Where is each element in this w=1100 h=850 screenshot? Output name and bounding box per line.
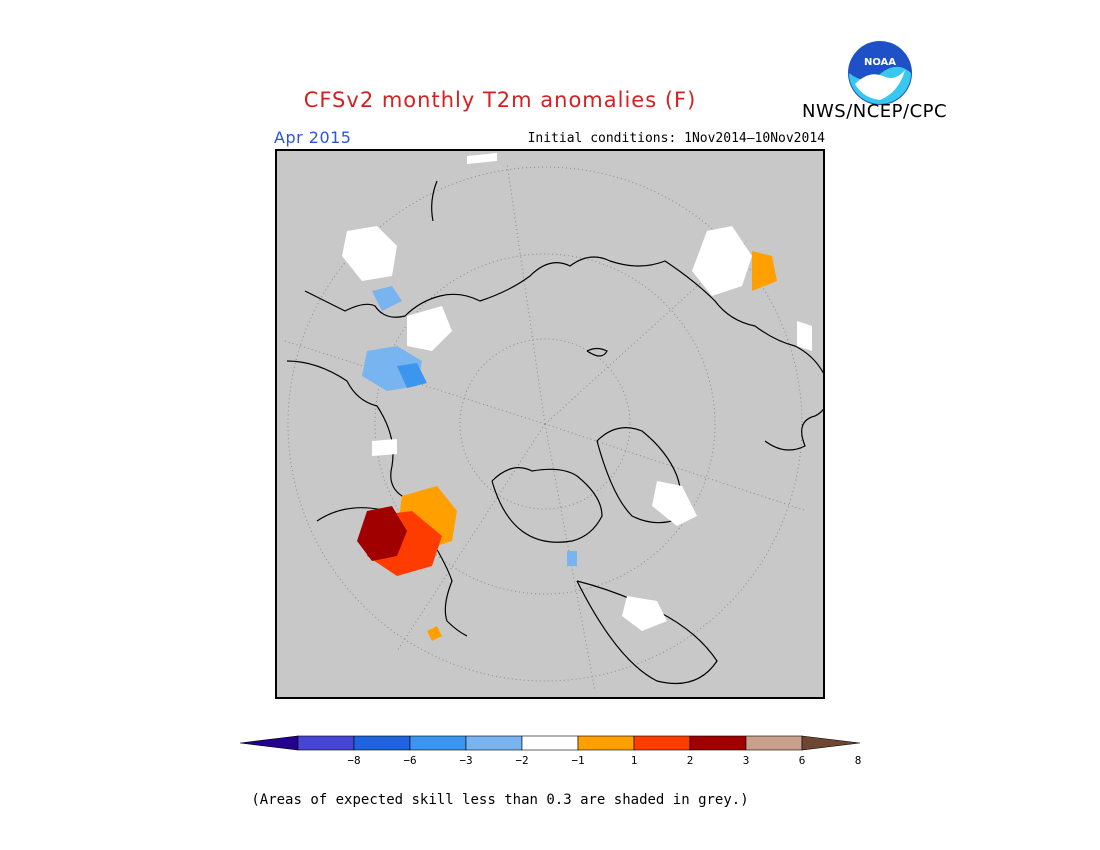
colorbar-segment (521, 735, 579, 751)
map-title: CFSv2 monthly T2m anomalies (F) (303, 88, 697, 112)
colorbar-segment (745, 735, 803, 751)
colorbar-tick-label: −8 (347, 754, 361, 767)
svg-text:NOAA: NOAA (864, 57, 896, 68)
colorbar-arrow-high (801, 735, 861, 751)
colorbar-tick-label: 8 (854, 754, 862, 767)
noaa-logo: NOAA (847, 40, 913, 106)
skill-note: (Areas of expected skill less than 0.3 a… (251, 792, 749, 808)
initial-conditions: Initial conditions: 1Nov2014–10Nov2014 (527, 131, 825, 146)
colorbar-segment (689, 735, 747, 751)
colorbar-tick-label: 6 (798, 754, 806, 767)
colorbar-segment (353, 735, 411, 751)
polar-map (275, 149, 825, 699)
colorbar-segment (633, 735, 691, 751)
forecast-month: Apr 2015 (274, 128, 352, 147)
colorbar-tick-label: −3 (459, 754, 473, 767)
colorbar-tick-label: −2 (515, 754, 529, 767)
colorbar-tick-label: 1 (630, 754, 638, 767)
anomaly-white (342, 153, 812, 631)
colorbar (239, 733, 861, 753)
anomaly-dark-red (357, 506, 407, 561)
colorbar-tick-label: 2 (686, 754, 694, 767)
colorbar-tick-label: 3 (742, 754, 750, 767)
organization-label: NWS/NCEP/CPC (802, 101, 948, 122)
anomaly-blue-strong (397, 363, 427, 388)
colorbar-arrow-low (239, 735, 299, 751)
anomaly-orange (397, 251, 777, 641)
colorbar-tick-label: −1 (571, 754, 585, 767)
colorbar-segment (577, 735, 635, 751)
colorbar-segment (409, 735, 467, 751)
colorbar-tick-label: −6 (403, 754, 417, 767)
colorbar-segment (297, 735, 355, 751)
colorbar-segment (465, 735, 523, 751)
